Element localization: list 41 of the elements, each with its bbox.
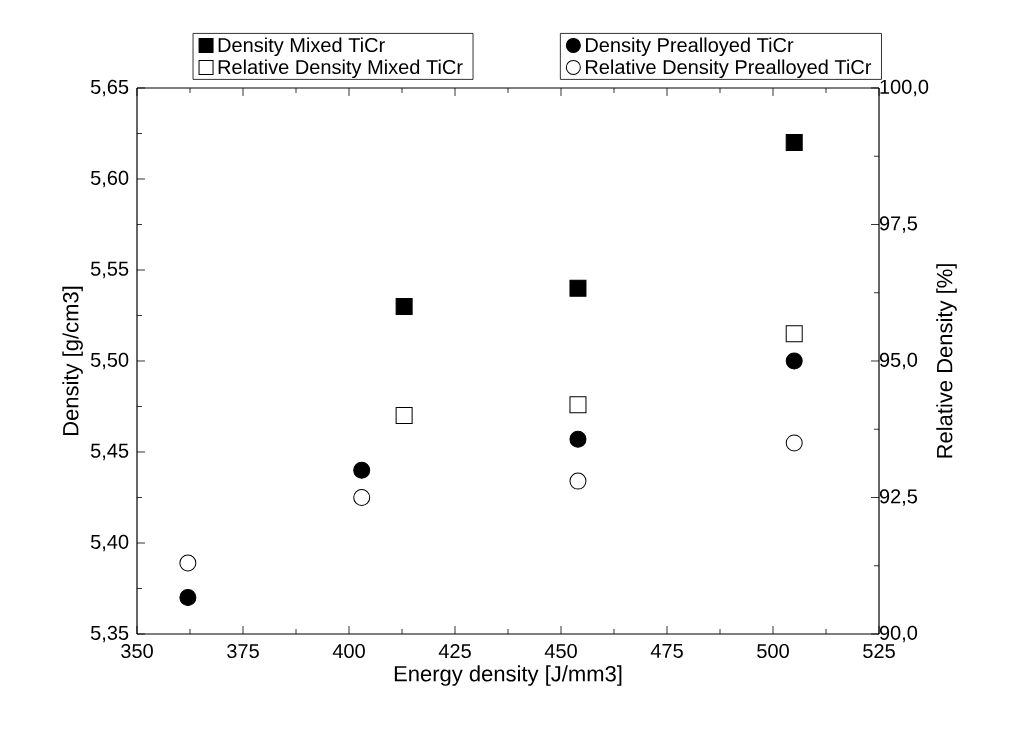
point bbox=[179, 589, 197, 607]
y2-tick-label: 95,0 bbox=[879, 352, 918, 370]
x-tick-label: 375 bbox=[227, 643, 259, 659]
legend-label: Relative Density Prealloyed TiCr bbox=[586, 59, 872, 79]
legend-label: Density Prealloyed TiCr bbox=[586, 37, 794, 57]
point bbox=[353, 461, 371, 479]
y2-tick-label: 97,5 bbox=[879, 216, 918, 233]
point bbox=[353, 489, 371, 506]
point bbox=[569, 472, 587, 490]
point bbox=[785, 134, 803, 152]
y-tick-label: 5,65 bbox=[90, 79, 129, 97]
x-axis-title: Energy density [J/mm3] bbox=[394, 665, 622, 686]
point bbox=[569, 279, 587, 297]
y2-tick-label: 92,5 bbox=[879, 489, 918, 506]
x-tick-label: 425 bbox=[438, 643, 471, 659]
legend-label: Relative Density Mixed TiCr bbox=[218, 59, 463, 79]
point bbox=[569, 396, 587, 414]
y-axis-title: Density [g/cm3] bbox=[62, 286, 83, 435]
y-tick-label: 5,35 bbox=[90, 625, 129, 643]
y2-tick-label: 100,0 bbox=[880, 79, 929, 97]
x-tick-label: 400 bbox=[332, 643, 365, 659]
point bbox=[179, 554, 197, 572]
x-tick-label: 450 bbox=[544, 643, 577, 659]
point bbox=[395, 297, 413, 315]
point bbox=[395, 407, 413, 425]
x-tick-label: 475 bbox=[650, 643, 683, 658]
y2-axis-title: Relative Density [%] bbox=[936, 264, 957, 458]
point bbox=[785, 325, 803, 343]
y-tick-label: 5,50 bbox=[90, 352, 129, 370]
x-tick-label: 525 bbox=[863, 643, 895, 659]
point bbox=[569, 430, 587, 448]
point bbox=[785, 434, 803, 452]
y-tick-label: 5,45 bbox=[90, 443, 129, 461]
y-tick-label: 5,55 bbox=[90, 261, 129, 279]
y-tick-label: 5,60 bbox=[90, 170, 129, 188]
y2-tick-label: 90,0 bbox=[879, 625, 918, 643]
x-tick-label: 350 bbox=[121, 643, 153, 659]
x-tick-label: 500 bbox=[757, 643, 789, 659]
y-tick-label: 5,40 bbox=[90, 534, 129, 552]
point bbox=[785, 352, 803, 370]
legend-label: Density Mixed TiCr bbox=[218, 37, 385, 57]
